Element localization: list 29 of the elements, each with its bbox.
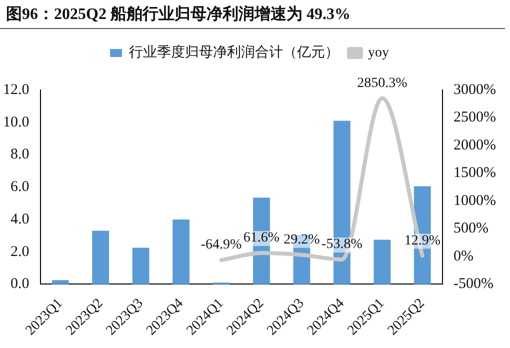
data-label: -64.9% <box>200 238 242 253</box>
data-label: 2850.3% <box>357 76 408 91</box>
data-label: -53.8% <box>322 237 363 252</box>
bar <box>52 280 69 284</box>
bar <box>132 248 150 284</box>
y2-tick-label: 1500% <box>454 165 496 182</box>
y-tick-label: 0.0 <box>10 276 30 292</box>
legend-label: 行业季度归母净利润合计（亿元） <box>129 44 339 61</box>
y2-tick-label: -500% <box>454 276 494 292</box>
y-tick-label: 12.0 <box>3 82 30 98</box>
y2-tick-label: 2500% <box>454 110 496 126</box>
y-tick-label: 8.0 <box>10 146 30 163</box>
y2-tick-label: 3000% <box>454 82 496 98</box>
data-label: 61.6% <box>243 230 280 246</box>
y-tick-label: 4.0 <box>10 211 30 228</box>
bar <box>172 219 190 284</box>
y2-tick-label: 500% <box>454 220 489 237</box>
bar <box>92 230 110 284</box>
y2-tick-label: 1000% <box>454 192 496 209</box>
y-tick-label: 10.0 <box>3 114 30 130</box>
bar <box>374 240 391 284</box>
y-tick-label: 6.0 <box>10 179 30 196</box>
legend-label: yoy <box>368 46 389 61</box>
chart-title: 图96：2025Q2 船舶行业归母净利润增速为 49.3% <box>6 4 350 25</box>
data-label: 12.9% <box>404 233 441 248</box>
y2-tick-label: 0% <box>454 248 474 264</box>
y-tick-label: 2.0 <box>10 244 30 260</box>
data-label: 29.2% <box>284 232 320 248</box>
y2-tick-label: 2000% <box>454 137 496 154</box>
